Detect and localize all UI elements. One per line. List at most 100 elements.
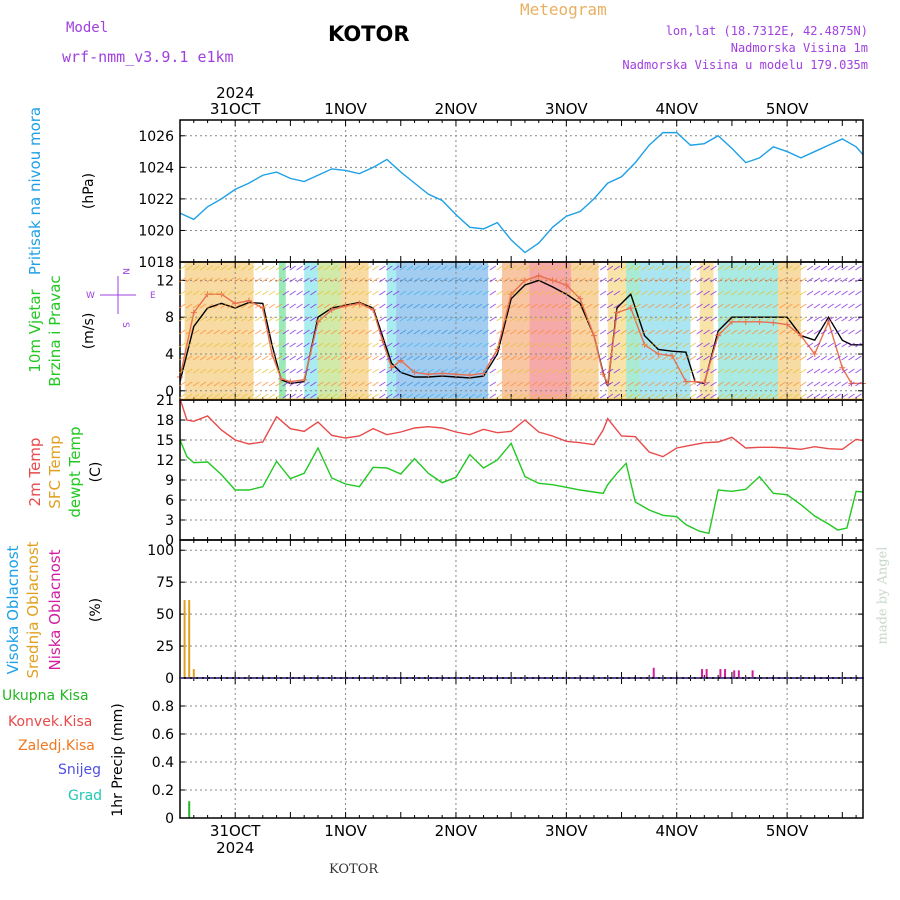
wind-barb [758,368,766,374]
wind-barb [793,368,800,374]
wind-barb [751,342,759,348]
wind-barb [765,368,772,374]
wind-barb [199,277,207,283]
wind-barb [634,290,641,296]
wind-barb [317,277,324,283]
wind-barb [406,290,414,296]
wind-barb [337,393,345,399]
wind-barb [454,303,462,309]
panel-frame [179,677,864,819]
wind-barb [530,316,538,322]
wind-barb [448,393,455,399]
wind-barb [427,393,434,399]
wind-barb [544,381,552,387]
wind-barb [710,303,717,309]
wind-barb [841,316,848,322]
wind-barb [724,316,731,322]
series-pressure [179,131,864,254]
wind-barb [413,316,421,322]
wind-barb [579,368,586,374]
wind-barb [399,368,407,374]
wind-barb [668,342,676,348]
wind-barb [799,342,807,348]
wind-barb [834,290,841,296]
wind-barb [206,355,214,361]
wind-barb [758,355,766,361]
wind-barb [551,265,559,271]
gust-marker [245,297,252,304]
wind-barb [323,265,331,271]
gust-marker [480,370,487,377]
wind-barb [248,316,255,322]
model-label: Model [66,20,109,36]
wind-barb [254,265,262,271]
wind-barb [227,381,234,387]
wind-barb [586,355,593,361]
wind-barb [599,393,607,399]
wind-barb [441,355,448,361]
wind-barb [441,277,448,283]
wind-barb [358,342,365,348]
wind-barb [399,277,407,283]
wind-barb [648,290,655,296]
wind-barb [710,290,717,296]
wind-barb [496,329,503,335]
pressure-unit: (hPa) [81,173,97,209]
wind-barb [599,381,607,387]
wind-barb [634,355,641,361]
wind-barb [834,265,841,271]
wind-barb [641,355,648,361]
wind-barb [385,368,393,374]
wind-barb [737,368,745,374]
wind-barb [558,303,566,309]
wind-barb [282,393,290,399]
wind-barb [696,265,704,271]
wind-barb [461,342,469,348]
wind-barb [199,355,207,361]
gust-marker [268,351,275,357]
wind-barb [254,368,262,374]
wind-barb [399,303,407,309]
wind-barb [606,355,614,361]
wind-barb [234,265,241,271]
wind-barb [765,342,772,348]
gust-marker [784,321,791,328]
wind-barb [827,277,835,283]
wind-barb [848,265,855,271]
wind-barb [551,368,559,374]
wind-barb [220,368,227,374]
wind-barb [579,381,586,387]
wind-barb [751,381,759,387]
gust-marker [655,351,662,357]
wind-barb [786,290,793,296]
wind-barb [510,265,517,271]
wind-barb [820,316,828,322]
wind-barb [179,355,186,361]
wind-barb [710,381,717,387]
wind-barb [696,303,704,309]
wind-barb [682,368,690,374]
wind-barb [192,303,200,309]
wind-barb [627,265,635,271]
wind-barb [227,303,234,309]
wind-barb [655,381,662,387]
wind-barb [737,277,745,283]
wind-barb [296,393,303,399]
y-tick-label: 21 [156,393,174,409]
wind-barb [779,355,786,361]
wind-barb [344,277,352,283]
wind-barb [482,342,490,348]
wind-barb [482,265,490,271]
wind-barb [365,290,372,296]
wind-barb [420,329,428,335]
wind-barb [668,393,676,399]
wind-barb [641,303,648,309]
wind-barb [448,265,455,271]
wind-barb [572,342,579,348]
wind-barb [606,303,614,309]
wind-barb [730,329,738,335]
wind-barb [427,381,434,387]
wind-barb [827,381,835,387]
wind-barb [448,329,455,335]
wind-barb [544,265,552,271]
